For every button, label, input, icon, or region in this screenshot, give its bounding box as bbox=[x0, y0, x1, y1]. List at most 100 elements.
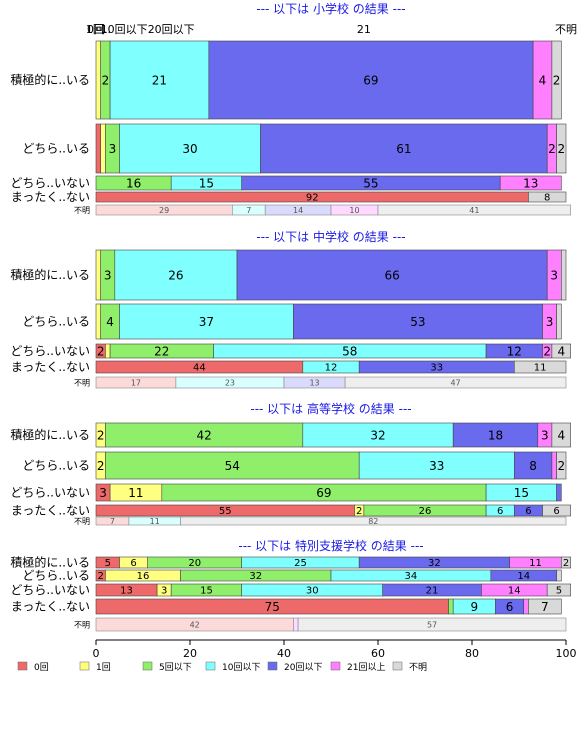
legend-swatch bbox=[392, 661, 403, 671]
row-label: どちら..いない bbox=[10, 344, 90, 358]
data-label: 5 bbox=[105, 558, 111, 569]
data-label: 61 bbox=[396, 142, 411, 156]
data-label: 8 bbox=[529, 459, 537, 473]
legend-label: 20回以下 bbox=[284, 662, 322, 673]
bar-segment bbox=[528, 191, 567, 203]
data-label: 15 bbox=[514, 486, 529, 500]
data-label: 11 bbox=[150, 517, 160, 526]
data-label: 7 bbox=[110, 517, 115, 526]
data-label: 16 bbox=[137, 571, 150, 582]
data-label: 33 bbox=[430, 363, 443, 374]
bar-segment bbox=[208, 40, 534, 120]
row-label: 不明 bbox=[74, 517, 90, 526]
data-label: 2 bbox=[557, 459, 565, 473]
bar-segment bbox=[452, 422, 539, 448]
bar-segment bbox=[105, 422, 304, 448]
data-label: 14 bbox=[517, 571, 530, 582]
row-label: どちら..いる bbox=[22, 569, 90, 583]
data-label: 6 bbox=[553, 506, 559, 517]
data-label: 2 bbox=[553, 73, 561, 87]
data-label: 2 bbox=[97, 428, 105, 442]
panel-title: --- 以下は 中学校 の結果 --- bbox=[256, 229, 405, 244]
x-tick-label: 60 bbox=[371, 647, 385, 660]
data-label: 55 bbox=[219, 506, 232, 517]
data-label: 69 bbox=[316, 486, 331, 500]
data-label: 92 bbox=[306, 193, 319, 204]
bar-segment bbox=[105, 343, 111, 359]
data-label: 41 bbox=[469, 206, 479, 215]
data-label: 2 bbox=[356, 506, 362, 517]
row-label: どちら..いない bbox=[10, 583, 90, 597]
data-label: 10 bbox=[349, 206, 359, 215]
legend-label: 21回以上 bbox=[347, 662, 385, 673]
top-category-label: 21 bbox=[357, 23, 371, 36]
data-label: 12 bbox=[325, 363, 338, 374]
bar-segment bbox=[297, 617, 567, 632]
top-category-label: 不明 bbox=[555, 23, 577, 36]
bar-segment bbox=[560, 556, 571, 569]
data-label: 20 bbox=[188, 558, 201, 569]
data-label: 11 bbox=[534, 363, 547, 374]
data-label: 2 bbox=[98, 571, 104, 582]
bar-segment bbox=[556, 303, 562, 340]
row-label: まったく..ない bbox=[11, 190, 90, 204]
data-label: 4 bbox=[557, 428, 565, 442]
bar-segment bbox=[556, 483, 562, 502]
legend-label: 1回 bbox=[96, 662, 111, 673]
data-label: 5 bbox=[556, 586, 562, 597]
bar-segment bbox=[556, 451, 567, 480]
data-label: 32 bbox=[428, 558, 441, 569]
row-label: 積極的に..いる bbox=[10, 267, 90, 282]
x-tick-label: 100 bbox=[556, 647, 577, 660]
data-label: 21 bbox=[152, 73, 167, 87]
data-label: 8 bbox=[544, 193, 550, 204]
top-category-label: 20回以下 bbox=[148, 23, 195, 36]
bar-segment bbox=[95, 303, 101, 340]
row-label: どちら..いる bbox=[22, 142, 90, 156]
row-label: どちら..いる bbox=[22, 315, 90, 329]
bar-segment bbox=[100, 123, 106, 174]
bar-segment bbox=[560, 249, 567, 301]
legend-swatch bbox=[79, 661, 90, 671]
bar-segment bbox=[513, 360, 567, 374]
legend-label: 0回 bbox=[34, 662, 49, 673]
data-label: 3 bbox=[104, 268, 112, 282]
data-label: 30 bbox=[306, 586, 319, 597]
data-label: 26 bbox=[168, 268, 183, 282]
data-label: 13 bbox=[120, 586, 133, 597]
data-label: 26 bbox=[419, 506, 432, 517]
bar-segment bbox=[551, 422, 572, 448]
data-label: 42 bbox=[196, 428, 211, 442]
top-category-label: 10回以下 bbox=[101, 23, 148, 36]
data-label: 2 bbox=[97, 459, 105, 473]
bar-segment bbox=[95, 40, 101, 120]
x-tick-label: 40 bbox=[277, 647, 291, 660]
data-label: 82 bbox=[368, 517, 378, 526]
data-label: 75 bbox=[265, 600, 280, 614]
legend-swatch bbox=[205, 661, 216, 671]
data-label: 54 bbox=[225, 459, 240, 473]
top-category-label: 1回.. bbox=[86, 23, 111, 36]
bar-segment bbox=[344, 376, 567, 389]
row-label: 積極的に..いる bbox=[10, 72, 90, 87]
data-label: 4 bbox=[106, 315, 114, 329]
data-label: 2 bbox=[563, 558, 569, 569]
legend-swatch bbox=[17, 661, 28, 671]
data-label: 34 bbox=[405, 571, 418, 582]
data-label: 3 bbox=[541, 428, 549, 442]
panel-title: --- 以下は 特別支援学校 の結果 --- bbox=[238, 538, 423, 553]
row-label: どちら..いない bbox=[10, 486, 90, 500]
row-label: どちら..いない bbox=[10, 176, 90, 190]
bar-segment bbox=[114, 249, 238, 301]
bar-segment bbox=[499, 175, 562, 191]
legend-label: 5回以下 bbox=[159, 662, 192, 673]
data-label: 13 bbox=[523, 176, 538, 190]
data-label: 13 bbox=[309, 378, 319, 387]
data-label: 12 bbox=[507, 344, 522, 358]
data-label: 11 bbox=[529, 558, 542, 569]
data-label: 7 bbox=[246, 206, 251, 215]
data-label: 15 bbox=[200, 586, 213, 597]
bar-segment bbox=[260, 123, 548, 174]
bar-segment bbox=[542, 504, 572, 517]
bar-segment bbox=[551, 451, 557, 480]
